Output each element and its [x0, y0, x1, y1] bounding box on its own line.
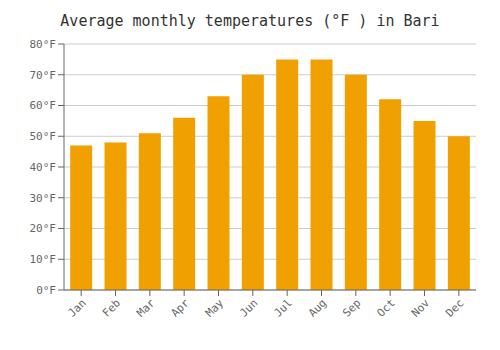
svg-text:Jan: Jan: [66, 296, 89, 319]
svg-text:Sep: Sep: [340, 296, 363, 319]
svg-text:10°F: 10°F: [30, 253, 57, 266]
svg-text:Feb: Feb: [100, 296, 123, 319]
svg-text:70°F: 70°F: [30, 69, 57, 82]
svg-text:30°F: 30°F: [30, 192, 57, 205]
svg-text:Oct: Oct: [375, 296, 398, 319]
svg-text:80°F: 80°F: [30, 38, 57, 51]
svg-text:Dec: Dec: [443, 296, 466, 319]
svg-text:20°F: 20°F: [30, 222, 57, 235]
html-text:Average monthly temperatures (: Average monthly temperatures (°F ) in Ba…: [60, 12, 440, 30]
svg-text:Mar: Mar: [134, 296, 158, 320]
svg-text:Jul: Jul: [272, 296, 295, 319]
svg-text:Nov: Nov: [409, 296, 433, 320]
svg-text:Aug: Aug: [306, 296, 329, 319]
svg-text:May: May: [203, 296, 227, 320]
svg-text:Apr: Apr: [169, 296, 193, 320]
svg-text:0°F: 0°F: [36, 284, 56, 297]
svg-text:40°F: 40°F: [30, 161, 57, 174]
svg-text:Jun: Jun: [237, 296, 260, 319]
svg-text:50°F: 50°F: [30, 130, 57, 143]
svg-text:60°F: 60°F: [30, 99, 57, 112]
